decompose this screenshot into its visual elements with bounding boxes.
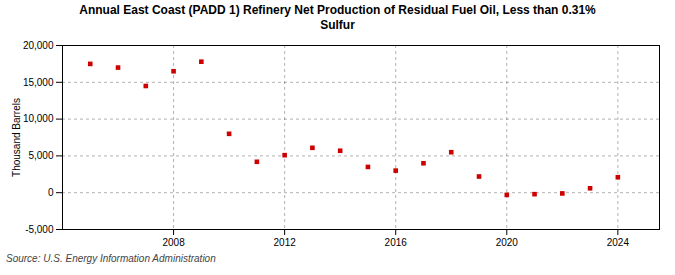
svg-text:Thousand Barrels: Thousand Barrels [11, 98, 22, 177]
svg-text:15,000: 15,000 [23, 77, 54, 88]
html-text:Annual East Coast (PADD 1) Ref: Annual East Coast (PADD 1) Refinery Net … [79, 3, 596, 32]
svg-text:2012: 2012 [274, 237, 297, 248]
svg-text:0: 0 [48, 187, 54, 198]
svg-text:-5,000: -5,000 [25, 224, 54, 235]
svg-text:2024: 2024 [607, 237, 630, 248]
svg-text:5,000: 5,000 [28, 150, 53, 161]
svg-text:2016: 2016 [385, 237, 408, 248]
svg-text:20,000: 20,000 [23, 40, 54, 51]
svg-text:2020: 2020 [496, 237, 519, 248]
svg-text:2008: 2008 [162, 237, 185, 248]
svg-text:10,000: 10,000 [23, 113, 54, 124]
html-text:Source: U.S. Energy Informatio: Source: U.S. Energy Information Administ… [6, 253, 216, 264]
